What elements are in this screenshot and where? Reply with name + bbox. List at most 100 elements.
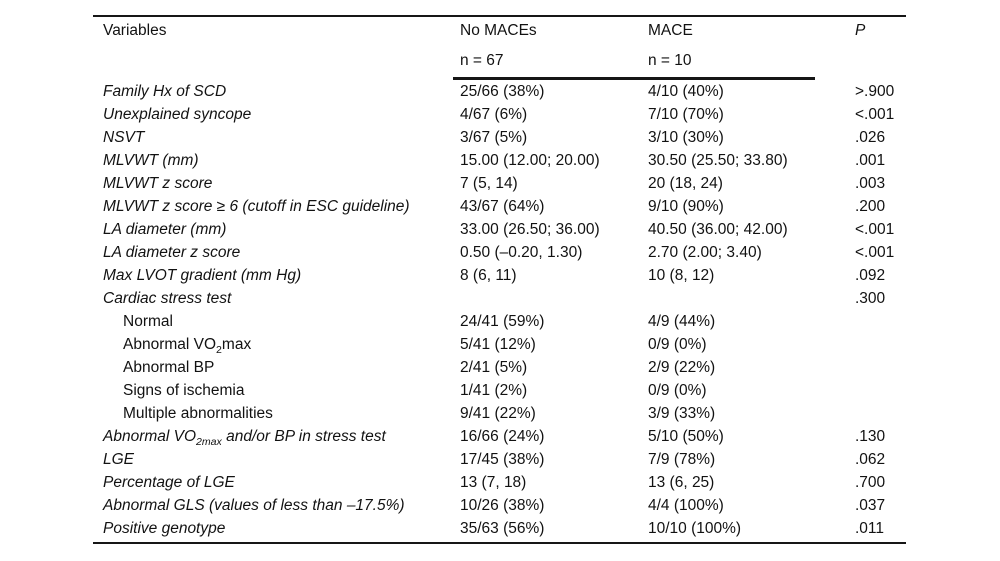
- cell-no-maces: 3/67 (5%): [460, 129, 528, 146]
- cell-p-value: .037: [855, 497, 886, 514]
- cell-mace: 7/9 (78%): [648, 451, 716, 468]
- cell-mace: 4/10 (40%): [648, 83, 724, 100]
- cell-variable: MLVWT z score ≥ 6 (cutoff in ESC guideli…: [103, 198, 410, 215]
- table-row: MLVWT (mm) 15.00 (12.00; 20.00) 30.50 (2…: [93, 149, 906, 172]
- cell-mace: 3/10 (30%): [648, 129, 724, 146]
- table-row: MLVWT z score 7 (5, 14) 20 (18, 24) .003: [93, 172, 906, 195]
- cell-no-maces: 43/67 (64%): [460, 198, 545, 215]
- cell-p-value: .700: [855, 474, 886, 491]
- subheader-p-spacer: [835, 52, 906, 70]
- cell-variable: LA diameter (mm): [103, 221, 227, 238]
- table-row: Abnormal VO2max and/or BP in stress test…: [93, 425, 906, 448]
- table-row: MLVWT z score ≥ 6 (cutoff in ESC guideli…: [93, 195, 906, 218]
- cell-p-value: [835, 379, 906, 402]
- table-row: LGE 17/45 (38%) 7/9 (78%) .062: [93, 448, 906, 471]
- cell-p-value: .092: [855, 267, 886, 284]
- cell-mace: 0/9 (0%): [648, 382, 707, 399]
- cell-mace: 0/9 (0%): [648, 336, 707, 353]
- cell-mace: 3/9 (33%): [648, 405, 716, 422]
- cell-no-maces: 10/26 (38%): [460, 497, 545, 514]
- cell-mace: 13 (6, 25): [648, 474, 715, 491]
- table-row: LA diameter (mm) 33.00 (26.50; 36.00) 40…: [93, 218, 906, 241]
- cell-p-value: .200: [855, 198, 886, 215]
- cell-p-value: [835, 310, 906, 333]
- cell-no-maces: 4/67 (6%): [460, 106, 528, 123]
- table-row: Percentage of LGE 13 (7, 18) 13 (6, 25) …: [93, 471, 906, 494]
- cell-mace: 4/9 (44%): [648, 313, 716, 330]
- cell-mace: 5/10 (50%): [648, 428, 724, 445]
- cell-variable: Signs of ischemia: [123, 382, 245, 399]
- cell-variable: Multiple abnormalities: [123, 405, 273, 422]
- cell-variable: Abnormal GLS (values of less than –17.5%…: [103, 497, 405, 514]
- cell-no-maces: 33.00 (26.50; 36.00): [460, 221, 600, 238]
- cell-no-maces: 24/41 (59%): [460, 313, 545, 330]
- table-header-rule: [453, 77, 815, 80]
- cell-no-maces: 35/63 (56%): [460, 520, 545, 537]
- cell-no-maces: 15.00 (12.00; 20.00): [460, 152, 600, 169]
- column-header-no-maces: No MACEs: [460, 22, 537, 39]
- column-header-p: P: [855, 22, 866, 39]
- cell-no-maces: 17/45 (38%): [460, 451, 545, 468]
- cell-variable: LGE: [103, 451, 135, 468]
- cell-mace: 10/10 (100%): [648, 520, 742, 537]
- cell-mace: 20 (18, 24): [648, 175, 723, 192]
- table-row: Abnormal GLS (values of less than –17.5%…: [93, 494, 906, 517]
- cell-no-maces: 5/41 (12%): [460, 336, 536, 353]
- cell-variable: MLVWT (mm): [103, 152, 199, 169]
- cell-no-maces: [460, 287, 648, 310]
- cell-no-maces: 16/66 (24%): [460, 428, 545, 445]
- cell-variable: Percentage of LGE: [103, 474, 235, 491]
- column-header-mace: MACE: [648, 22, 693, 39]
- cell-p-value: [835, 356, 906, 379]
- cell-mace: 40.50 (36.00; 42.00): [648, 221, 788, 238]
- cell-p-value: .001: [855, 152, 886, 169]
- cell-p-value: .026: [855, 129, 886, 146]
- cell-no-maces: 2/41 (5%): [460, 359, 528, 376]
- cell-no-maces: 1/41 (2%): [460, 382, 528, 399]
- cell-variable: Cardiac stress test: [103, 290, 232, 307]
- subheader-spacer: [93, 52, 460, 70]
- cell-mace: 2.70 (2.00; 3.40): [648, 244, 762, 261]
- cell-p-value: .011: [855, 520, 885, 537]
- cell-mace: 4/4 (100%): [648, 497, 724, 514]
- cell-p-value: .003: [855, 175, 886, 192]
- table-header-row: Variables No MACEs MACE P: [93, 22, 906, 40]
- table-row: Family Hx of SCD 25/66 (38%) 4/10 (40%) …: [93, 80, 906, 103]
- cell-p-value: <.001: [855, 244, 895, 261]
- outcomes-table: Variables No MACEs MACE P n = 67 n = 10 …: [93, 0, 906, 561]
- cell-mace: [648, 287, 835, 310]
- table-row: Abnormal BP 2/41 (5%) 2/9 (22%): [93, 356, 906, 379]
- cell-variable: Abnormal BP: [123, 359, 215, 376]
- table-top-rule: [93, 15, 906, 17]
- cell-variable: Abnormal VO2max: [123, 336, 252, 357]
- table-row: Cardiac stress test .300: [93, 287, 906, 310]
- cell-no-maces: 8 (6, 11): [460, 267, 517, 284]
- cell-mace: 7/10 (70%): [648, 106, 724, 123]
- table-row: Normal 24/41 (59%) 4/9 (44%): [93, 310, 906, 333]
- cell-variable: Positive genotype: [103, 520, 226, 537]
- table-row: Signs of ischemia 1/41 (2%) 0/9 (0%): [93, 379, 906, 402]
- cell-variable: Normal: [123, 313, 173, 330]
- table-bottom-rule: [93, 542, 906, 544]
- cell-p-value: .130: [855, 428, 886, 445]
- cell-variable: Abnormal VO2max and/or BP in stress test: [103, 428, 386, 449]
- cell-p-value: >.900: [855, 83, 895, 100]
- cell-no-maces: 9/41 (22%): [460, 405, 536, 422]
- cell-no-maces: 13 (7, 18): [460, 474, 527, 491]
- cell-no-maces: 25/66 (38%): [460, 83, 545, 100]
- cell-p-value: <.001: [855, 221, 895, 238]
- cell-mace: 2/9 (22%): [648, 359, 716, 376]
- cell-variable: LA diameter z score: [103, 244, 241, 261]
- column-header-variables: Variables: [103, 22, 167, 39]
- table-row: Unexplained syncope 4/67 (6%) 7/10 (70%)…: [93, 103, 906, 126]
- cell-p-value: .300: [855, 290, 886, 307]
- table-row: LA diameter z score 0.50 (–0.20, 1.30) 2…: [93, 241, 906, 264]
- cell-mace: 30.50 (25.50; 33.80): [648, 152, 788, 169]
- table-row: Multiple abnormalities 9/41 (22%) 3/9 (3…: [93, 402, 906, 425]
- cell-p-value: .062: [855, 451, 886, 468]
- cell-variable: Max LVOT gradient (mm Hg): [103, 267, 302, 284]
- cell-mace: 10 (8, 12): [648, 267, 715, 284]
- cell-variable: Unexplained syncope: [103, 106, 252, 123]
- cell-no-maces: 0.50 (–0.20, 1.30): [460, 244, 583, 261]
- cell-mace: 9/10 (90%): [648, 198, 724, 215]
